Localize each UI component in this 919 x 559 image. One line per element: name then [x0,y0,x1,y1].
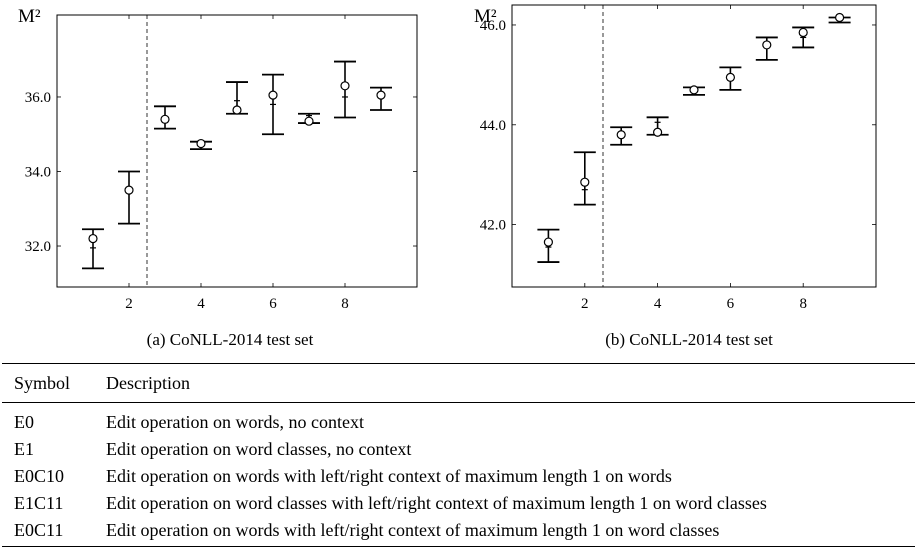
plot-frame [511,4,877,288]
y-tick-label: 32.0 [25,239,51,255]
table-header-row: Symbol Description [2,363,915,403]
data-point [196,138,206,149]
table-row: E0C11 Edit operation on words with left/… [2,517,915,547]
x-tick-label: 8 [799,296,807,312]
row-symbol: E1C11 [14,493,64,513]
header-symbol: Symbol [2,363,94,403]
table-row: E1C11 Edit operation on word classes wit… [2,490,915,517]
x-tick-label: 2 [581,296,589,312]
x-tick-label: 6 [727,296,735,312]
x-tick-label: 8 [341,296,349,312]
data-point [689,85,699,95]
data-point [376,90,386,100]
y-tick-label: 42.0 [480,218,506,234]
row-description: Edit operation on word classes with left… [106,493,767,513]
data-point [798,27,808,38]
y-tick-label: 44.0 [480,118,506,134]
y-tick-label: 46.0 [480,18,506,34]
data-point [616,130,626,140]
y-axis-label: M² [474,6,497,27]
data-point [124,185,134,195]
row-description: Edit operation on words, no context [106,412,364,432]
data-point [580,177,590,187]
y-axis-label: M² [18,6,41,27]
symbol-table: Symbol Description E0 Edit operation on … [2,363,915,547]
data-point [543,237,554,247]
x-tick-label: 4 [197,296,205,312]
data-point [268,90,278,100]
row-description: Edit operation on words with left/right … [94,517,915,547]
x-tick-label: 2 [125,296,133,312]
data-point [160,114,170,124]
y-tick-label: 36.0 [25,90,51,106]
data-point [762,40,772,50]
chart-a-svg: M² 2 4 6 8 32.0 34.0 36.0 [18,6,418,312]
y-tick-label: 34.0 [25,164,51,180]
table-row: E0C10 Edit operation on words with left/… [2,463,915,490]
x-tick-label: 4 [654,296,662,312]
data-point [88,233,98,244]
row-description: Edit operation on word classes, no conte… [106,439,412,459]
chart-b-svg: M² 2 4 6 8 42.0 44.0 46.0 [474,4,877,312]
row-description: Edit operation on words with left/right … [106,466,672,486]
data-point [725,72,735,82]
chart-a: M² 2 4 6 8 32.0 34.0 36.0 [0,0,460,325]
data-point [340,81,350,91]
header-description: Description [94,363,915,403]
chart-a-caption: (a) CoNLL-2014 test set [146,330,314,349]
x-tick-label: 6 [269,296,277,312]
row-symbol: E0C10 [14,466,65,486]
data-point [304,116,314,126]
data-point [232,105,242,115]
data-point [653,127,663,137]
table-row: E0 Edit operation on words, no context [2,403,915,437]
row-symbol: E1 [14,439,34,459]
row-symbol: E0C11 [2,517,94,547]
data-point [835,12,845,23]
table-row: E1 Edit operation on word classes, no co… [2,436,915,463]
chart-b: M² 2 4 6 8 42.0 44.0 46.0 [460,0,919,325]
plot-frame [56,14,418,288]
chart-b-caption: (b) CoNLL-2014 test set [605,330,773,349]
row-symbol: E0 [14,412,34,432]
